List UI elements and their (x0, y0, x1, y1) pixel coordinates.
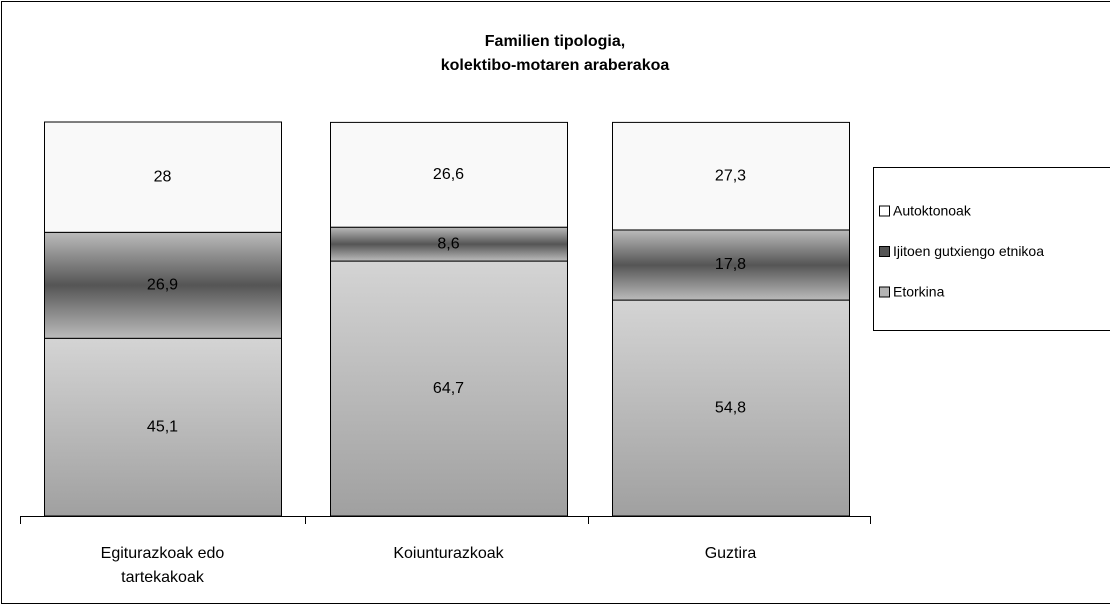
bar-segment (44, 121, 282, 233)
legend-box (873, 167, 1110, 331)
legend-label: Etorkina (893, 284, 945, 300)
x-tick-label: Egiturazkoak edo tartekakoak (100, 545, 225, 586)
chart-title: Familien tipologia, (484, 33, 626, 50)
bar-segment (44, 231, 282, 339)
legend-swatch (879, 286, 890, 298)
legend-swatch (879, 205, 890, 217)
value-label: 28 (154, 168, 172, 185)
legend-label: Autoktonoak (893, 203, 972, 219)
bar-segment (330, 121, 568, 228)
x-tick-label: Guztira (704, 545, 757, 562)
value-label: 8,6 (437, 235, 459, 252)
x-tick-label: Koiunturazkoak (393, 545, 504, 562)
bar-segment (330, 260, 568, 517)
value-label: 26,6 (433, 166, 464, 183)
bar-segment (44, 337, 282, 517)
value-label: 54,8 (715, 399, 746, 416)
legend-swatch (879, 246, 890, 257)
legend-label: Ijitoen gutxiengo etnikoa (893, 243, 1044, 259)
bar-segment (612, 229, 850, 301)
bar-segment (612, 121, 850, 231)
value-label: 45,1 (147, 418, 178, 435)
chart-title: kolektibo-motaren araberakoa (440, 57, 670, 74)
value-label: 64,7 (433, 380, 464, 397)
bar-segment (612, 299, 850, 517)
value-label: 27,3 (715, 167, 746, 184)
value-label: 17,8 (715, 256, 746, 273)
value-label: 26,9 (147, 277, 178, 294)
